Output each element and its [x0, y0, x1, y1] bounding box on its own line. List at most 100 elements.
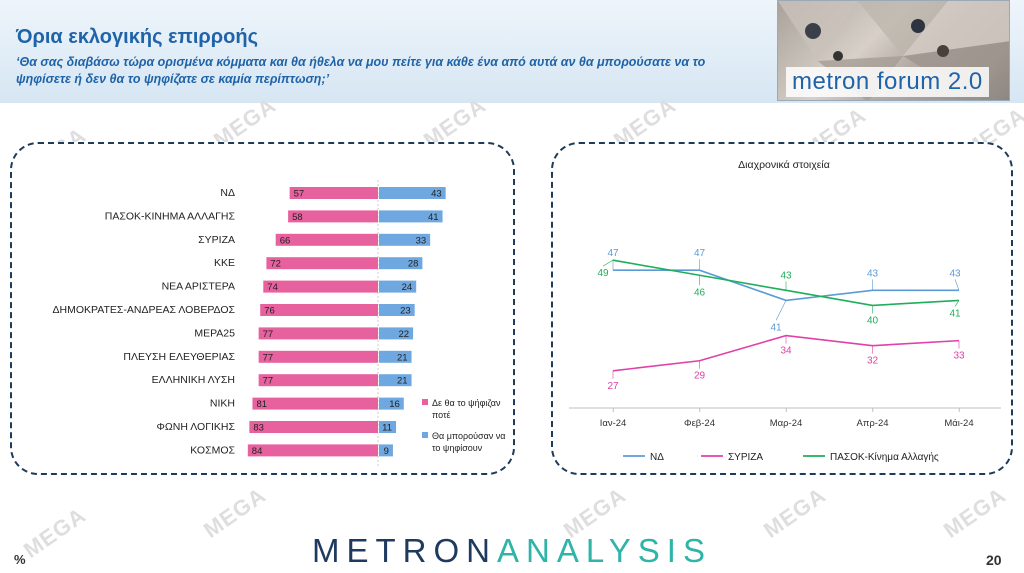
- category-label: ΚΟΣΜΟΣ: [190, 444, 235, 456]
- bar-could-vote: [379, 187, 446, 199]
- bar-value-never: 66: [280, 235, 291, 246]
- bar-value-never: 81: [256, 399, 267, 410]
- page-subtitle: ‘Θα σας διαβάσω τώρα ορισμένα κόμματα κα…: [16, 55, 706, 86]
- bar-could-vote: [379, 444, 393, 457]
- category-label: ΕΛΛΗΝΙΚΗ ΛΥΣΗ: [152, 374, 235, 386]
- bar-value-could: 21: [397, 376, 408, 387]
- bar-value-never: 58: [292, 212, 303, 223]
- unit-label: %: [14, 552, 26, 567]
- legend-label: Θα μπορούσαν να: [432, 431, 506, 441]
- data-label-leader: [775, 300, 787, 321]
- data-label: 43: [867, 268, 879, 279]
- bar-value-could: 28: [408, 259, 419, 270]
- bar-could-vote: [379, 257, 423, 270]
- bar-value-could: 22: [399, 329, 410, 340]
- bar-could-vote: [379, 397, 404, 410]
- bar-value-never: 72: [270, 259, 281, 270]
- category-label: ΦΩΝΗ ΛΟΓΙΚΗΣ: [157, 421, 236, 433]
- category-label: ΚΚΕ: [214, 257, 235, 269]
- data-label: 29: [694, 371, 706, 382]
- data-label: 43: [949, 268, 961, 279]
- data-label: 27: [607, 381, 619, 392]
- x-tick-label: Απρ-24: [856, 418, 888, 429]
- bar-could-vote: [379, 280, 417, 293]
- bar-never-vote: [258, 327, 378, 340]
- brand-left: METRON: [312, 532, 498, 569]
- bar-value-could: 23: [400, 306, 411, 317]
- bar-could-vote: [379, 350, 412, 363]
- data-label: 47: [607, 248, 619, 259]
- legend-label: ΝΔ: [650, 452, 664, 463]
- data-label: 34: [780, 346, 792, 357]
- bar-value-never: 77: [263, 376, 274, 387]
- legend-swatch: [422, 432, 428, 438]
- bar-value-could: 43: [431, 189, 442, 200]
- bar-could-vote: [379, 327, 414, 340]
- data-label: 40: [867, 315, 879, 326]
- metron-forum-badge: metron forum 2.0: [786, 67, 989, 97]
- legend-swatch: [422, 399, 428, 405]
- page-number: 20: [986, 552, 1002, 568]
- data-label-leader: [602, 259, 614, 267]
- bar-value-never: 74: [267, 282, 278, 293]
- bar-never-vote: [260, 304, 378, 316]
- bar-never-vote: [252, 397, 378, 410]
- diverging-bar-chart: ΝΔ 57 43 ΠΑΣΟΚ-ΚΙΝΗΜΑ ΑΛΛΑΓΗΣ 58 41 ΣΥΡΙΖΑ 66 33…: [53, 180, 506, 466]
- metron-analysis-logo: METRONANALYSIS: [0, 532, 1024, 570]
- page-title: Όρια εκλογικής επιρροής: [16, 26, 258, 48]
- legend-label-cont: το ψηφίσουν: [432, 443, 483, 453]
- header-photo: metron forum 2.0: [777, 0, 1010, 101]
- data-label-leader: [954, 279, 960, 291]
- x-tick-label: Μαρ-24: [770, 418, 803, 429]
- bar-never-vote: [289, 187, 378, 199]
- x-tick-label: Ιαν-24: [600, 418, 627, 429]
- category-label: ΠΛΕΥΣΗ ΕΛΕΥΘΕΡΙΑΣ: [123, 351, 235, 363]
- bar-value-could: 9: [384, 446, 389, 457]
- legend-label: ΠΑΣΟΚ-Κίνημα Αλλαγής: [830, 451, 939, 463]
- legend-label: Δε θα το ψήφιζαν: [432, 398, 501, 408]
- category-label: ΠΑΣΟΚ-ΚΙΝΗΜΑ ΑΛΛΑΓΗΣ: [105, 210, 236, 222]
- data-label: 41: [770, 322, 782, 333]
- bar-never-vote: [263, 280, 378, 293]
- bar-value-could: 24: [402, 282, 413, 293]
- bar-value-never: 57: [294, 189, 305, 200]
- data-label: 41: [949, 308, 961, 319]
- bar-could-vote: [379, 421, 397, 433]
- category-label: ΝΕΑ ΑΡΙΣΤΕΡΑ: [162, 281, 235, 293]
- bar-could-vote: [379, 210, 443, 223]
- x-tick-label: Μάι-24: [944, 418, 973, 429]
- bar-value-could: 21: [397, 352, 408, 363]
- line-chart-title: Διαχρονικά στοιχεία: [738, 159, 830, 171]
- bar-value-never: 83: [253, 423, 264, 434]
- bar-never-vote: [266, 257, 378, 270]
- data-label: 33: [953, 351, 965, 362]
- data-label-leader: [954, 300, 960, 307]
- bar-chart-panel: ΝΔ 57 43 ΠΑΣΟΚ-ΚΙΝΗΜΑ ΑΛΛΑΓΗΣ 58 41 ΣΥΡΙΖΑ 66 33…: [10, 142, 515, 475]
- bar-value-could: 16: [389, 399, 400, 410]
- brand-right: ANALYSIS: [497, 532, 712, 569]
- bar-value-never: 76: [264, 306, 275, 317]
- x-tick-label: Φεβ-24: [684, 418, 715, 429]
- bar-value-never: 77: [263, 352, 274, 363]
- bar-value-could: 11: [382, 423, 392, 434]
- bar-value-never: 77: [263, 329, 274, 340]
- category-label: ΔΗΜΟΚΡΑΤΕΣ-ΑΝΔΡΕΑΣ ΛΟΒΕΡΔΟΣ: [53, 304, 236, 316]
- bar-value-never: 84: [252, 446, 263, 457]
- line-chart: Διαχρονικά στοιχεία Ιαν-24 Φεβ-24 Μαρ-24 Απρ…: [569, 159, 1001, 463]
- category-label: ΣΥΡΙΖΑ: [198, 234, 235, 246]
- bar-never-vote: [258, 350, 378, 363]
- bar-never-vote: [275, 233, 378, 246]
- category-label: ΝΙΚΗ: [210, 398, 235, 410]
- category-label: ΝΔ: [220, 187, 235, 199]
- data-label: 32: [867, 356, 879, 367]
- category-label: ΜΕΡΑ25: [194, 327, 235, 339]
- bar-never-vote: [258, 374, 378, 387]
- bar-could-vote: [379, 233, 431, 246]
- legend-label-cont: ποτέ: [432, 410, 451, 420]
- line-chart-panel: Διαχρονικά στοιχεία Ιαν-24 Φεβ-24 Μαρ-24 Απρ…: [551, 142, 1013, 475]
- bar-never-vote: [249, 421, 378, 433]
- bar-never-vote: [247, 444, 378, 457]
- bar-could-vote: [379, 374, 412, 387]
- bar-never-vote: [288, 210, 378, 223]
- bar-value-could: 33: [416, 235, 427, 246]
